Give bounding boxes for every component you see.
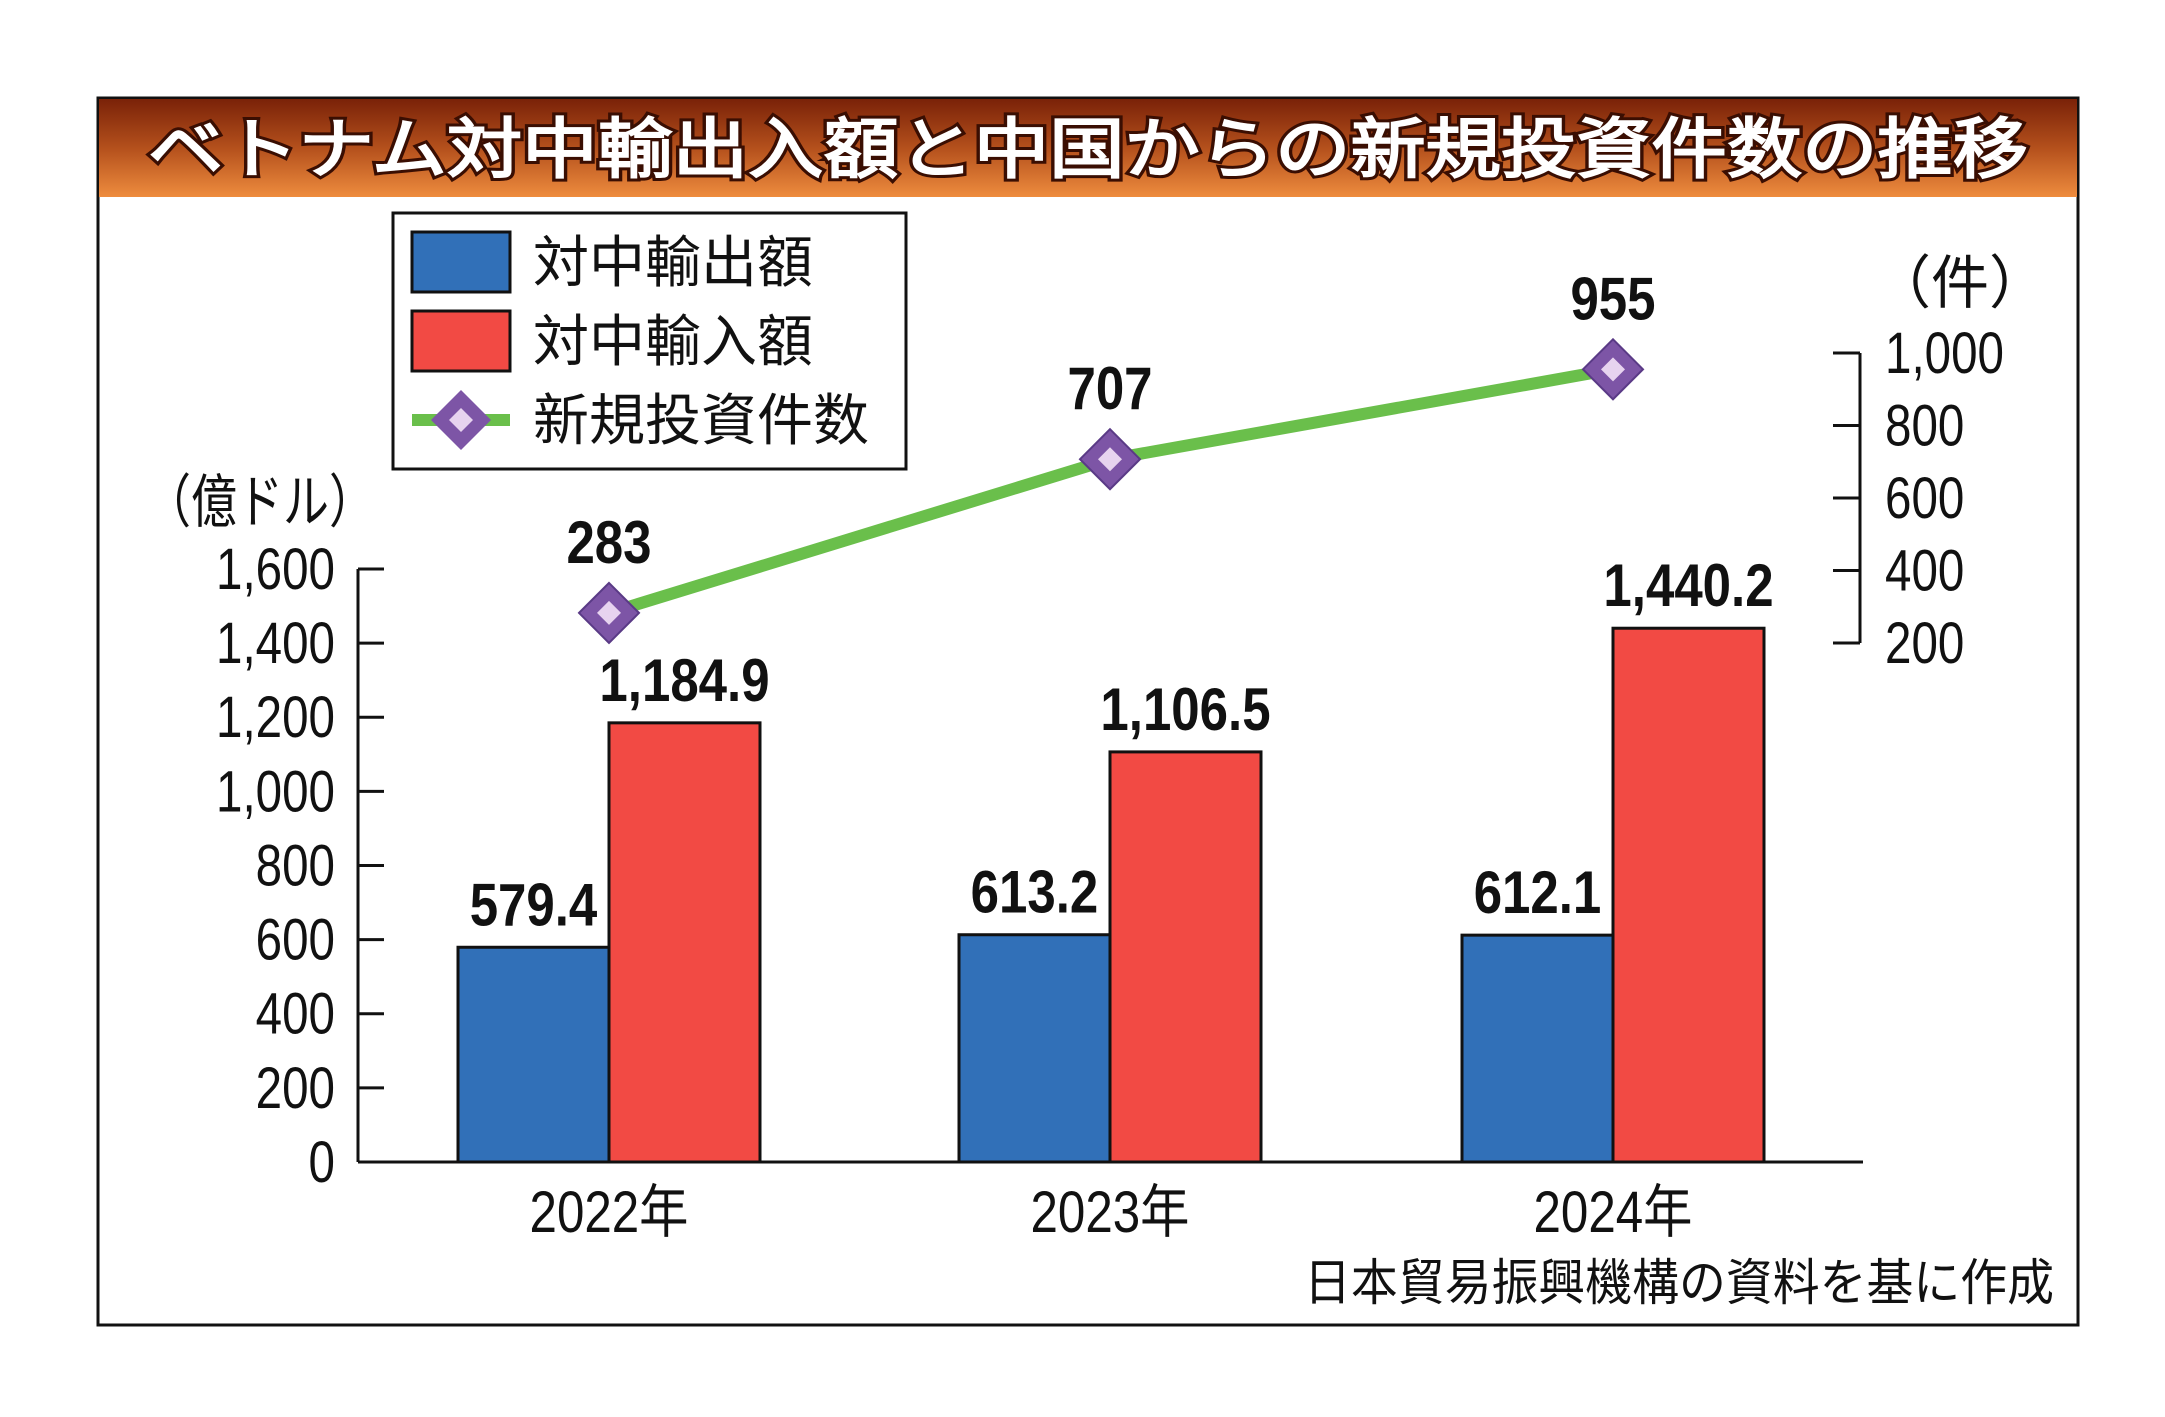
bar-export [957,933,1112,1164]
right-axis-unit: （件） [1873,251,2047,316]
left-tick-label: 400 [256,982,335,1047]
line-value-label: 283 [566,509,651,576]
line-value-label: 707 [1067,355,1152,422]
left-axis-unit: （億ドル） [145,470,375,535]
bar-export [1460,933,1615,1164]
left-tick-label: 200 [256,1056,335,1121]
diamond-marker-inner [1601,357,1625,382]
x-tick-label: 2024年 [1534,1180,1693,1245]
right-tick-label: 1,000 [1885,322,2004,387]
legend-diamond-inner [449,408,473,432]
left-tick-label: 1,400 [216,612,335,677]
x-tick-label: 2022年 [530,1180,689,1245]
bar-value-label: 579.4 [470,871,598,938]
bar-value-label: 1,184.9 [599,647,769,714]
legend-label: 対中輸入額 [533,310,813,373]
bar-import [1611,626,1766,1164]
legend-swatch [410,230,512,294]
legend-label: 新規投資件数 [533,389,869,452]
left-tick-label: 1,600 [216,538,335,603]
left-tick-label: 800 [256,834,335,899]
diamond-marker-inner [1098,447,1122,472]
right-tick-label: 600 [1885,467,1964,532]
legend-label: 対中輸出額 [533,231,813,294]
bar-value-label: 1,106.5 [1100,676,1270,743]
left-tick-label: 0 [309,1131,335,1196]
title-band [99,99,2077,197]
bar-value-label: 1,440.2 [1603,552,1773,619]
diamond-marker-inner [597,600,621,625]
left-tick-label: 1,000 [216,760,335,825]
right-tick-label: 400 [1885,539,1964,604]
bar-import [1108,750,1263,1164]
x-tick-label: 2023年 [1031,1180,1190,1245]
bar-value-label: 613.2 [971,859,1099,926]
chart-title: ベトナム対中輸出入額と中国からの新規投資件数の推移 [148,112,2028,186]
bar-import [607,721,762,1164]
right-tick-label: 800 [1885,394,1964,459]
source-note: 日本貿易振興機構の資料を基に作成 [1304,1255,2054,1311]
left-tick-label: 600 [256,908,335,973]
right-tick-label: 200 [1885,612,1964,677]
bar-export [456,945,611,1164]
line-value-label: 955 [1570,265,1655,332]
left-tick-label: 1,200 [216,686,335,751]
legend-swatch [410,309,512,373]
bar-value-label: 612.1 [1474,859,1602,926]
